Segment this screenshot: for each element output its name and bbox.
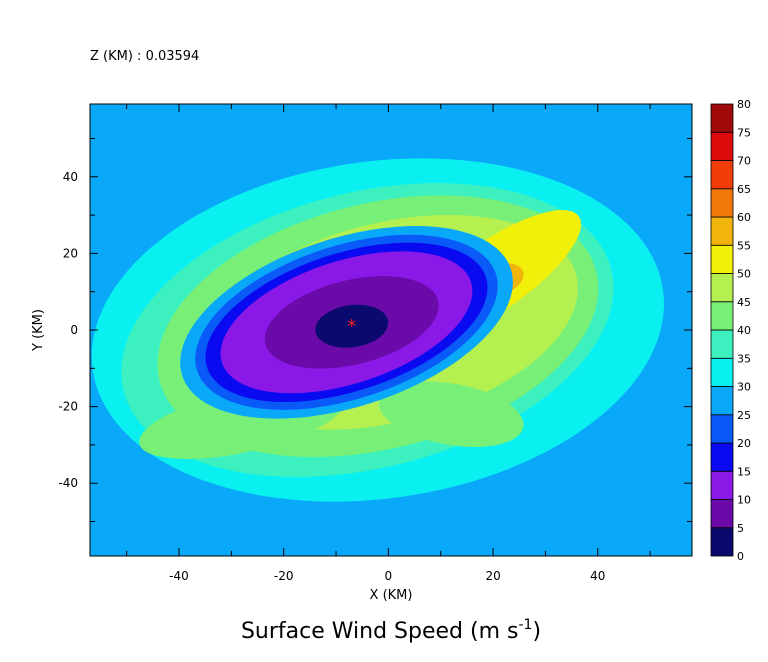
colorbar-label: 60 [737, 211, 751, 224]
x-axis-label: X (KM) [370, 588, 413, 603]
colorbar-swatch [710, 103, 734, 133]
y-axis-ticks: -40 -20 0 20 40 [58, 137, 692, 523]
contour-region-ring-0-5 [315, 304, 389, 348]
colorbar-label: 20 [737, 437, 751, 450]
y-tick-label: -40 [58, 476, 78, 490]
colorbar-swatch [710, 499, 734, 529]
colorbar-label: 10 [737, 494, 751, 507]
y-tick-label: 0 [70, 323, 78, 337]
colorbar-swatch [710, 386, 734, 416]
x-tick-label: -20 [274, 569, 294, 583]
colorbar-swatch [710, 442, 734, 472]
colorbar-swatch [710, 470, 734, 500]
colorbar-label: 55 [737, 239, 751, 252]
y-axis-label: Y (KM) [31, 309, 46, 352]
colorbar-swatch [710, 527, 734, 557]
colorbar-label: 0 [737, 550, 744, 563]
chart-title-superscript: -1 [518, 617, 532, 633]
y-tick-label: 20 [63, 246, 78, 260]
colorbar-swatch [710, 414, 734, 444]
colorbar-label: 25 [737, 409, 751, 422]
chart-title-suffix: ) [532, 619, 541, 644]
colorbar-swatch [710, 357, 734, 387]
storm-center-marker: * [347, 316, 356, 337]
colorbar-swatch [710, 188, 734, 218]
colorbar-label: 50 [737, 268, 751, 281]
x-tick-label: -40 [169, 569, 189, 583]
contour-region-se-40-45 [378, 381, 524, 448]
y-tick-label: -20 [58, 400, 78, 414]
z-level-label: Z (KM) : 0.03594 [90, 49, 199, 64]
colorbar-label: 5 [737, 522, 744, 535]
colorbar-label: 80 [737, 98, 751, 111]
x-tick-label: 40 [590, 569, 605, 583]
y-tick-label: 40 [63, 170, 78, 184]
plot-area: * [90, 104, 692, 556]
chart-title: Surface Wind Speed (m s-1) [241, 617, 541, 644]
colorbar-swatch [710, 216, 734, 246]
colorbar-label: 30 [737, 381, 751, 394]
colorbar-swatch [710, 329, 734, 359]
colorbar: 0 5 10 15 20 25 30 35 40 45 50 55 60 65 70 75 80 [710, 98, 751, 563]
colorbar-label: 45 [737, 296, 751, 309]
colorbar-label: 65 [737, 183, 751, 196]
colorbar-swatch [710, 273, 734, 303]
colorbar-label: 15 [737, 465, 751, 478]
x-tick-label: 0 [385, 569, 393, 583]
colorbar-swatch [710, 160, 734, 190]
colorbar-label: 35 [737, 352, 751, 365]
colorbar-swatch [710, 131, 734, 161]
x-tick-label: 20 [485, 569, 500, 583]
colorbar-label: 70 [737, 155, 751, 168]
colorbar-swatch [710, 244, 734, 274]
x-axis-ticks: -40 -20 0 20 40 [126, 104, 651, 583]
colorbar-label: 75 [737, 126, 751, 139]
contour-regions: * [91, 158, 664, 502]
chart-title-main: Surface Wind Speed (m s [241, 619, 519, 644]
colorbar-swatch [710, 301, 734, 331]
colorbar-label: 40 [737, 324, 751, 337]
